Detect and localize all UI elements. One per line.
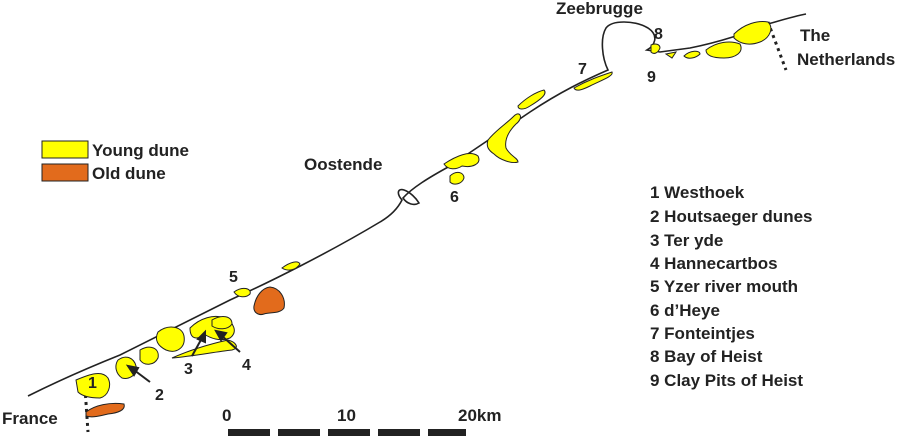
site-list-item: 9 Clay Pits of Heist xyxy=(650,371,803,390)
label-netherlands-line2: Netherlands xyxy=(797,50,895,69)
site-number-8: 8 xyxy=(654,26,663,43)
site-number-4: 4 xyxy=(242,357,251,374)
site-number-3: 3 xyxy=(184,361,193,378)
young-dune-heye xyxy=(443,153,480,170)
young-dune-houtsaeger-b xyxy=(139,346,159,365)
arrow-2-head xyxy=(125,364,140,377)
legend: Young dune Old dune xyxy=(41,140,189,183)
young-dune-small-a xyxy=(281,261,301,271)
label-zeebrugge: Zeebrugge xyxy=(556,0,643,18)
site-list-item: 8 Bay of Heist xyxy=(650,347,763,366)
legend-label-old-dune: Old dune xyxy=(92,164,166,183)
site-list-item: 5 Yzer river mouth xyxy=(650,277,798,296)
label-oostende: Oostende xyxy=(304,155,382,174)
scale-label-20km: 20km xyxy=(458,406,501,425)
young-dune-clay-pits xyxy=(664,51,678,59)
scale-bar-segment xyxy=(228,429,270,436)
site-list-item: 1 Westhoek xyxy=(650,183,745,202)
young-dune-small-b xyxy=(517,89,546,110)
legend-swatch-young-dune xyxy=(41,140,89,159)
old-dune-yzer xyxy=(253,286,285,315)
scale-bar-segment xyxy=(428,429,466,436)
young-dune-clay-pits-b xyxy=(683,50,701,59)
young-dune-teryde-b xyxy=(211,316,233,330)
site-number-5: 5 xyxy=(229,269,238,286)
arrow-4 xyxy=(221,335,241,353)
young-dune-westhoek xyxy=(75,373,111,399)
young-dune-fonteintjes xyxy=(573,71,613,91)
site-number-7: 7 xyxy=(578,61,587,78)
scale-label-10: 10 xyxy=(337,406,356,425)
scale-bar: 0 10 20km xyxy=(222,406,501,436)
legend-label-young-dune: Young dune xyxy=(92,141,189,160)
legend-swatch-old-dune xyxy=(41,163,89,182)
pointer-arrows xyxy=(125,329,241,383)
arrow-3-head xyxy=(196,329,206,344)
site-number-2: 2 xyxy=(155,387,164,404)
site-number-1: 1 xyxy=(88,375,97,392)
coastline xyxy=(27,13,807,397)
scale-bar-segment xyxy=(278,429,320,436)
scale-bar-segment xyxy=(328,429,370,436)
young-dune-houtsaeger-a xyxy=(115,356,137,379)
site-list: 1 Westhoek 2 Houtsaeger dunes 3 Ter yde … xyxy=(650,183,813,390)
site-list-item: 6 d’Heye xyxy=(650,301,720,320)
site-list-item: 4 Hannecartbos xyxy=(650,254,778,273)
site-list-item: 2 Houtsaeger dunes xyxy=(650,207,813,226)
label-netherlands-line1: The xyxy=(800,26,830,45)
young-dune-houtsaeger-c xyxy=(155,326,185,352)
young-dune-heye-b xyxy=(449,171,465,185)
young-dune-yzer xyxy=(233,287,251,298)
young-dune-hannecartbos xyxy=(171,339,237,359)
site-list-item: 3 Ter yde xyxy=(650,231,723,250)
young-dune-bay-of-heist xyxy=(650,43,661,54)
young-dune-east-a xyxy=(705,41,742,59)
young-dune-heye-c xyxy=(486,113,521,163)
label-france: France xyxy=(2,409,58,428)
site-number-6: 6 xyxy=(450,189,459,206)
site-number-9: 9 xyxy=(647,69,656,86)
scale-bar-segment xyxy=(378,429,420,436)
site-list-item: 7 Fonteintjes xyxy=(650,324,755,343)
scale-label-0: 0 xyxy=(222,406,231,425)
old-dune-france xyxy=(85,402,125,418)
young-dune-east-b xyxy=(733,21,772,45)
arrow-4-head xyxy=(214,329,228,342)
young-dunes xyxy=(75,21,772,399)
